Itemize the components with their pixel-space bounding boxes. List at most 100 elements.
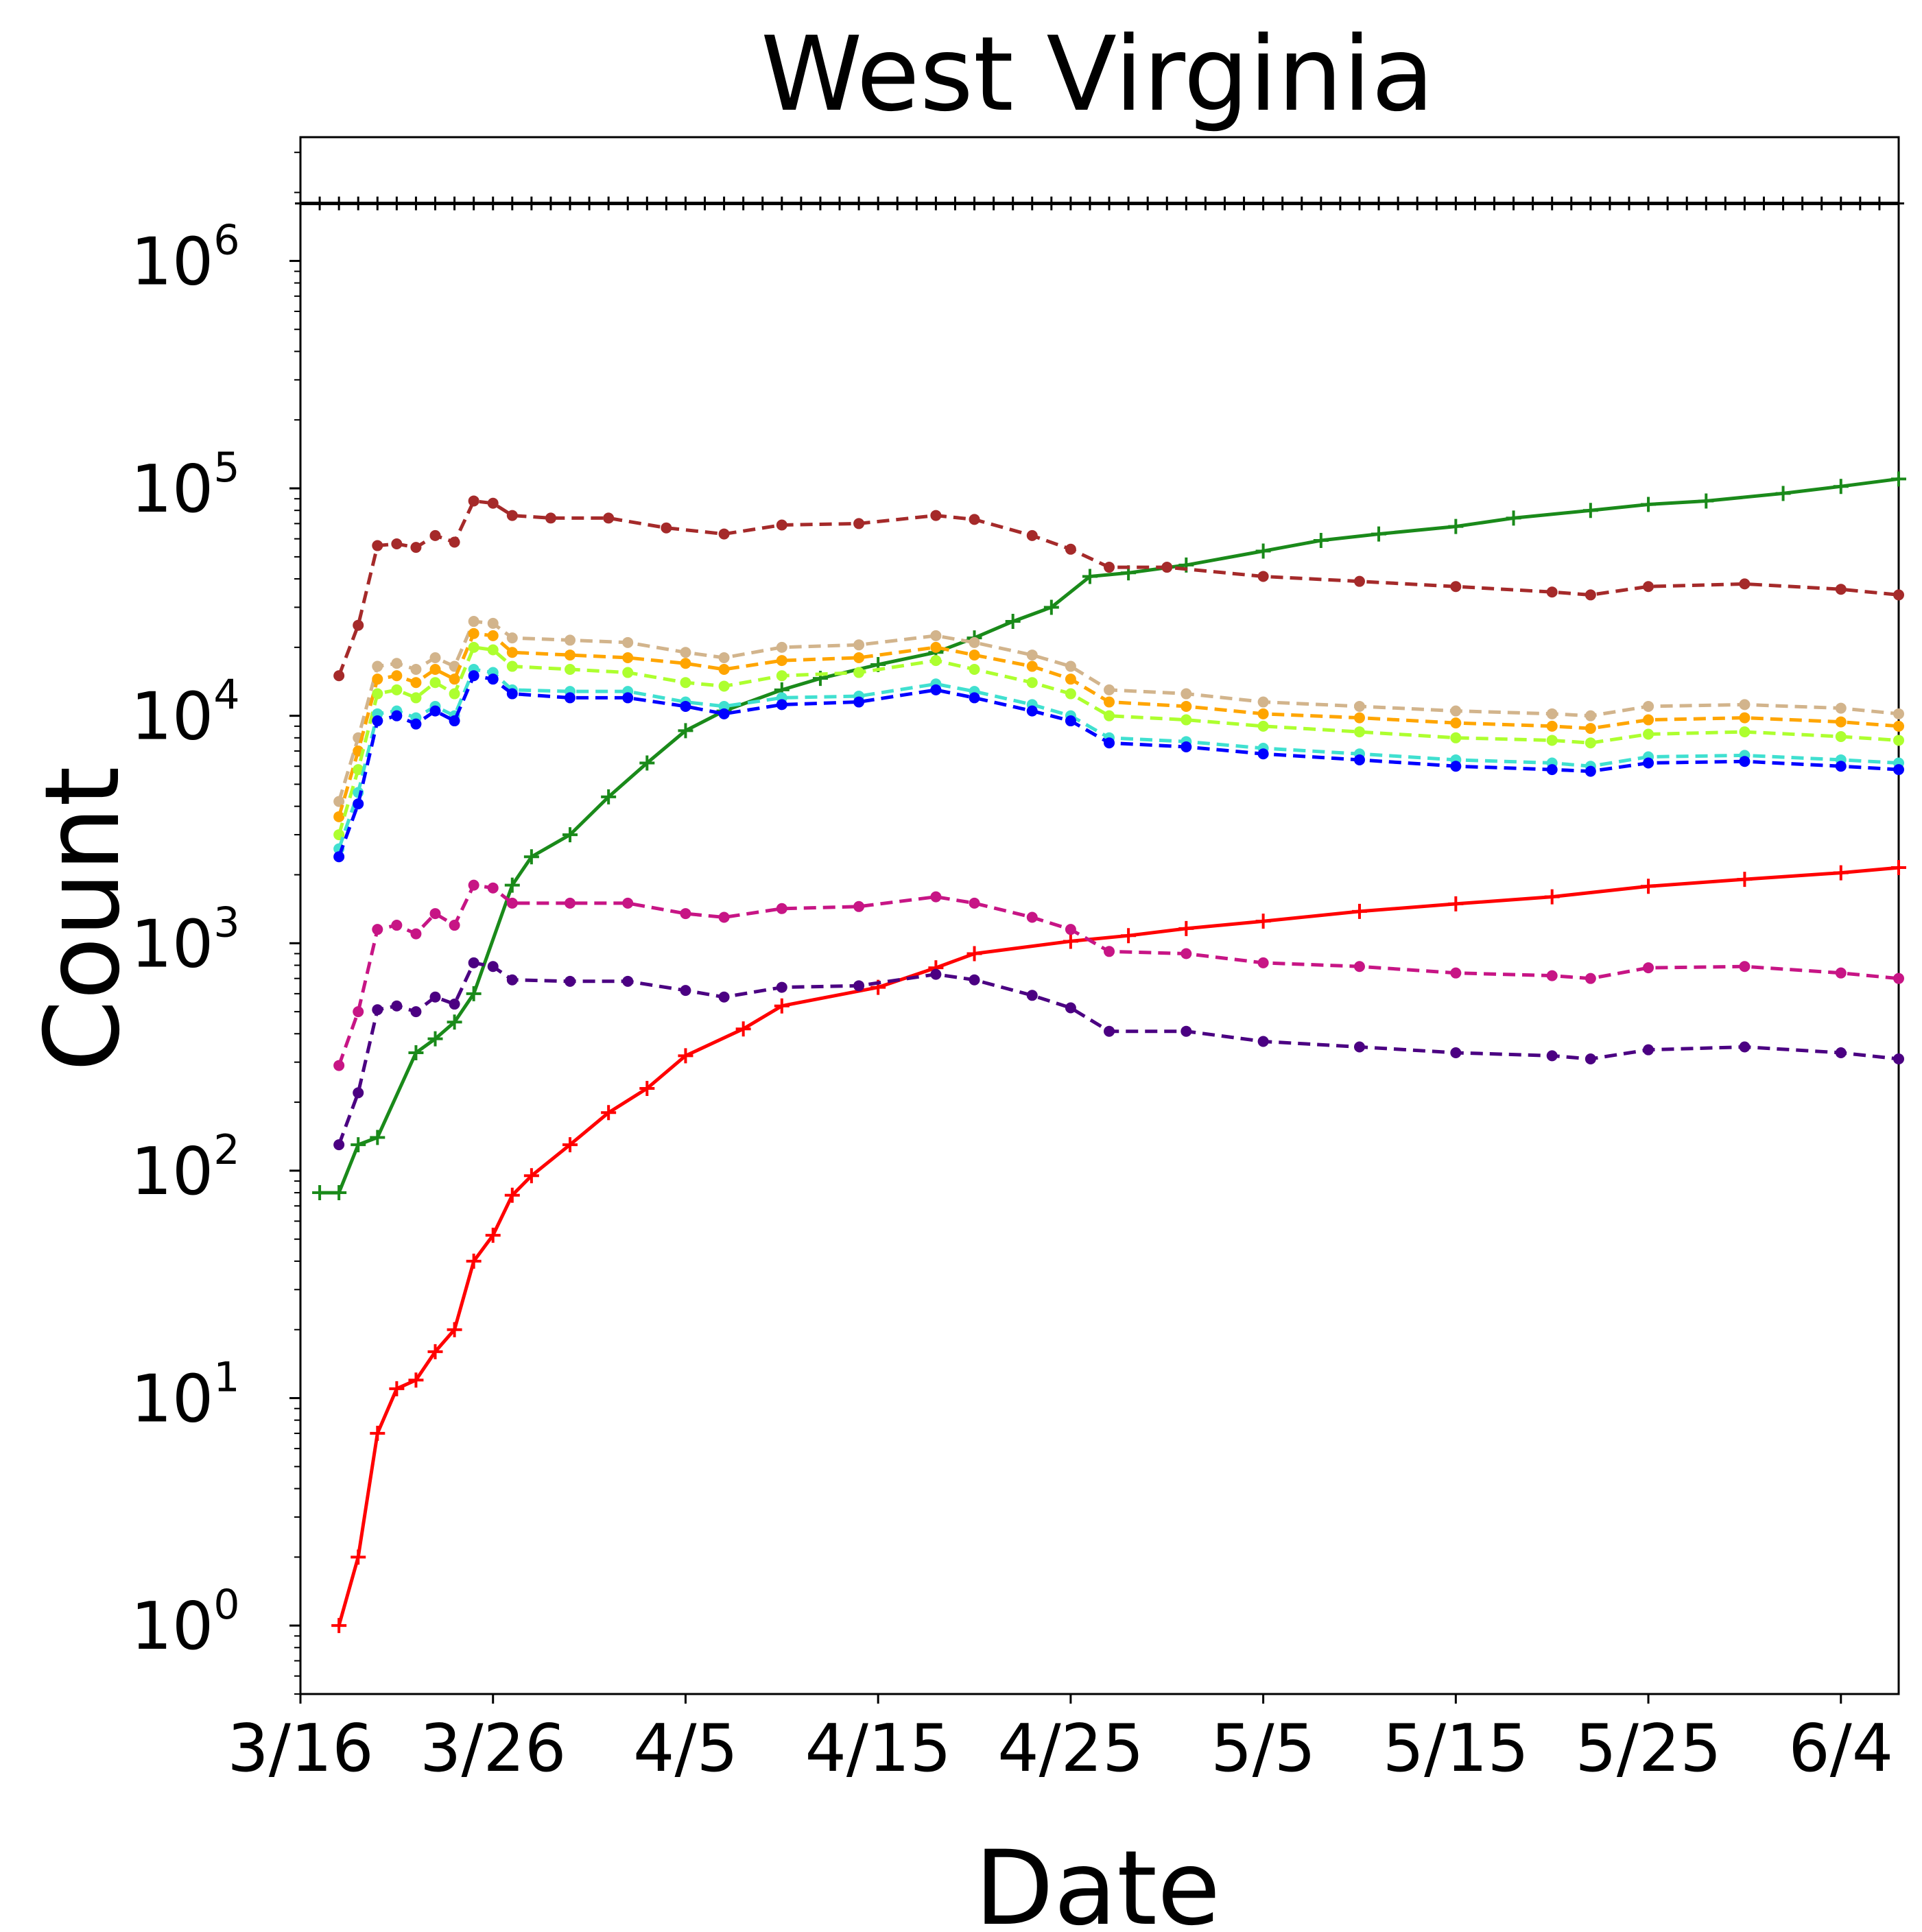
- reference-marker: [1200, 196, 1211, 211]
- x-tick-label: 5/25: [1575, 1711, 1721, 1787]
- data-point: [372, 673, 383, 685]
- data-point: [1739, 699, 1751, 711]
- data-point: [680, 677, 691, 689]
- data-point: [1005, 614, 1021, 630]
- data-point: [372, 688, 383, 700]
- reference-marker: [1412, 196, 1423, 211]
- data-point: [1643, 714, 1654, 726]
- data-point: [1257, 571, 1269, 582]
- data-point: [735, 1021, 751, 1037]
- data-point: [1585, 765, 1596, 777]
- data-point: [485, 1228, 501, 1243]
- reference-marker: [1758, 196, 1770, 211]
- data-point: [1450, 967, 1462, 979]
- data-point: [853, 696, 865, 708]
- data-point: [1026, 911, 1038, 923]
- reference-marker: [757, 196, 768, 211]
- data-point: [1026, 677, 1038, 689]
- data-point: [1585, 1053, 1596, 1064]
- data-point: [1065, 1002, 1076, 1014]
- data-point: [1063, 933, 1078, 949]
- reference-marker: [565, 196, 576, 211]
- data-point: [1585, 723, 1596, 735]
- data-point: [1835, 716, 1847, 728]
- data-point: [372, 1004, 383, 1016]
- data-point: [545, 512, 556, 524]
- data-point: [449, 999, 460, 1010]
- data-point: [1448, 518, 1464, 534]
- data-point: [1257, 748, 1269, 760]
- data-point: [1835, 702, 1847, 714]
- reference-marker: [584, 196, 595, 211]
- data-point: [429, 677, 441, 689]
- reference-marker: [873, 196, 884, 211]
- data-point: [1026, 990, 1038, 1001]
- data-point: [353, 764, 364, 776]
- data-point: [1833, 865, 1849, 881]
- data-point: [774, 998, 790, 1014]
- series-line: [320, 477, 1899, 1195]
- data-point: [389, 1381, 405, 1396]
- data-point: [1643, 728, 1654, 740]
- data-point: [1181, 1025, 1192, 1037]
- data-point: [639, 755, 655, 771]
- reference-marker: [1662, 196, 1674, 211]
- data-point: [408, 1372, 424, 1388]
- reference-marker: [1585, 196, 1596, 211]
- data-point: [1353, 1041, 1365, 1053]
- data-point: [1043, 599, 1059, 615]
- reference-marker: [737, 196, 749, 211]
- data-point: [1065, 715, 1076, 727]
- data-point: [1835, 1047, 1847, 1058]
- data-point: [1181, 741, 1192, 752]
- data-point: [776, 981, 787, 993]
- reference-marker: [1045, 196, 1057, 211]
- data-point: [969, 649, 980, 661]
- data-point: [487, 882, 499, 894]
- data-point: [391, 670, 403, 682]
- y-tick-exponent: 0: [213, 1581, 239, 1629]
- data-point: [661, 522, 672, 534]
- x-tick-label: 3/16: [227, 1711, 373, 1787]
- reference-marker: [1854, 196, 1866, 211]
- data-point: [506, 974, 518, 986]
- data-point: [853, 518, 865, 529]
- data-point: [1893, 720, 1904, 732]
- data-point: [312, 1185, 328, 1201]
- y-axis-label: Count: [23, 766, 143, 1071]
- data-point: [1313, 533, 1329, 549]
- data-point: [1893, 735, 1904, 746]
- data-point: [1026, 660, 1038, 672]
- data-point: [969, 692, 980, 704]
- data-point: [333, 1139, 345, 1151]
- data-point: [1104, 710, 1115, 721]
- data-point: [1506, 510, 1521, 526]
- data-point: [930, 655, 942, 667]
- y-tick-exponent: 6: [213, 216, 239, 264]
- data-point: [1833, 479, 1849, 494]
- data-point: [523, 849, 539, 865]
- data-point: [1104, 737, 1115, 749]
- data-point: [1104, 562, 1115, 573]
- reference-marker: [1893, 196, 1904, 211]
- data-point: [487, 644, 499, 656]
- y-tick-exponent: 2: [213, 1126, 239, 1174]
- data-point: [429, 705, 441, 717]
- reference-marker: [1104, 196, 1115, 211]
- data-point: [506, 632, 518, 644]
- reference-line-layer: [295, 196, 1904, 211]
- data-point: [1893, 589, 1904, 601]
- data-point: [718, 652, 730, 664]
- data-point: [1544, 889, 1560, 905]
- data-point: [853, 667, 865, 678]
- data-point: [969, 897, 980, 909]
- data-point: [410, 1006, 422, 1018]
- data-point: [1353, 754, 1365, 765]
- data-point: [1026, 649, 1038, 661]
- reference-marker: [1816, 196, 1827, 211]
- reference-marker: [1469, 196, 1481, 211]
- reference-marker: [468, 196, 479, 211]
- reference-marker: [680, 196, 691, 211]
- reference-marker: [1277, 196, 1288, 211]
